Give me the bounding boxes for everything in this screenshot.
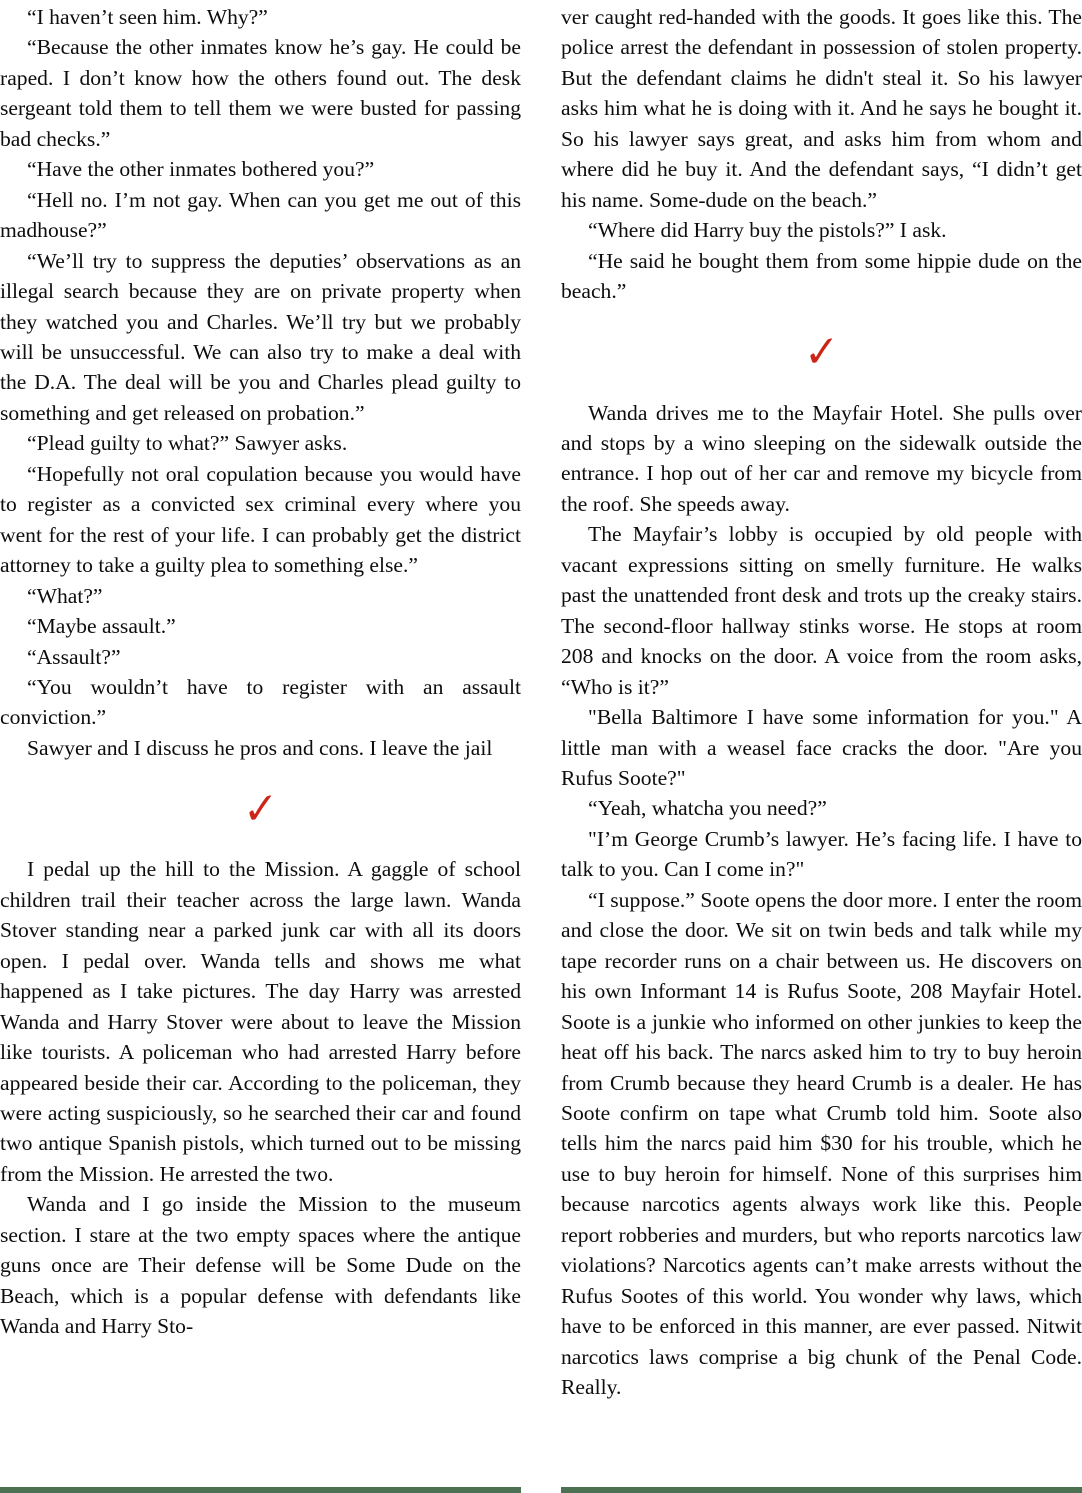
paragraph: I pedal up the hill to the Mission. A ga… <box>0 857 521 1186</box>
scene-break-divider: ✓ <box>0 763 521 854</box>
paragraph: “Because the other inmates know he’s gay… <box>0 35 521 151</box>
checkmark-icon: ✓ <box>242 781 278 835</box>
paragraph: Sawyer and I discuss he pros and cons. I… <box>27 735 493 760</box>
paragraph: “You wouldn’t have to register with an a… <box>0 674 521 730</box>
paragraph: “I haven’t seen him. Why?” <box>27 5 268 29</box>
scene-break-divider: ✓ <box>561 307 1082 398</box>
checkmark-icon: ✓ <box>803 325 839 379</box>
paragraph: “Where did Harry buy the pistols?” I ask… <box>588 218 947 243</box>
paragraph: "I’m George Crumb’s lawyer. He’s facing … <box>561 826 1082 882</box>
text-column-left: “I haven’t seen him. Why?” “Because the o… <box>0 2 521 1402</box>
paragraph: “Yeah, whatcha you need?” <box>588 796 827 821</box>
paragraph: “Maybe assault.” <box>27 614 176 639</box>
paragraph: “I suppose.” Soote opens the door more. … <box>561 887 1082 1400</box>
paragraph: “Hopefully not oral copulation because y… <box>0 461 521 578</box>
paragraph: “What?” <box>27 583 103 608</box>
paragraph: ver caught red-handed with the goods. It… <box>561 5 1082 212</box>
paragraph: “We’ll try to suppress the deputies’ obs… <box>0 248 521 425</box>
cutoff-text-line-left <box>0 1487 521 1493</box>
paragraph: “Have the other inmates bothered you?” <box>27 157 375 182</box>
paragraph: The Mayfair’s lobby is occupied by old p… <box>561 522 1082 699</box>
paragraph: “Assault?” <box>27 644 121 669</box>
paragraph: "Bella Baltimore I have some information… <box>561 705 1082 790</box>
book-page: “I haven’t seen him. Why?” “Because the o… <box>0 2 1082 1402</box>
paragraph: “Plead guilty to what?” Sawyer asks. <box>27 431 348 456</box>
paragraph: Wanda drives me to the Mayfair Hotel. Sh… <box>561 400 1082 516</box>
paragraph: “Hell no. I’m not gay. When can you get … <box>0 187 521 243</box>
text-column-right: ver caught red-handed with the goods. It… <box>561 2 1082 1402</box>
paragraph: Wanda and I go inside the Mission to the… <box>0 1192 521 1339</box>
paragraph: “He said he bought them from some hippie… <box>561 248 1082 304</box>
cutoff-text-line-right <box>561 1487 1082 1493</box>
